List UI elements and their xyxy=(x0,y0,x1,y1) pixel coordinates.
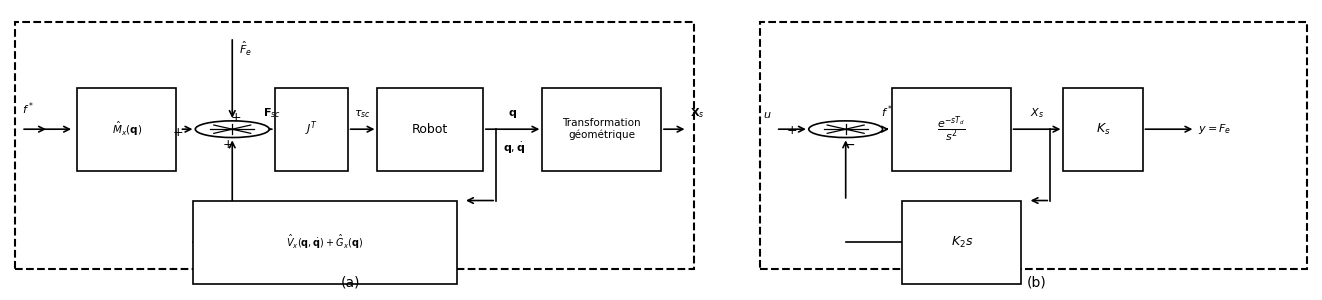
Text: $\mathbf{F}_{sc}$: $\mathbf{F}_{sc}$ xyxy=(263,106,282,120)
Bar xyxy=(1063,88,1142,171)
Text: $K_s$: $K_s$ xyxy=(1096,122,1110,137)
Bar xyxy=(377,88,483,171)
Bar xyxy=(903,200,1021,284)
Text: $\mathbf{q},\dot{\mathbf{q}}$: $\mathbf{q},\dot{\mathbf{q}}$ xyxy=(502,141,525,156)
Text: $\tau_{sc}$: $\tau_{sc}$ xyxy=(354,109,371,120)
Text: (a): (a) xyxy=(341,276,361,290)
Text: $\hat{M}_x(\mathbf{q})$: $\hat{M}_x(\mathbf{q})$ xyxy=(111,120,141,138)
Text: $K_2s$: $K_2s$ xyxy=(951,235,973,250)
Text: $X_s$: $X_s$ xyxy=(1030,106,1044,120)
Text: $\dfrac{e^{-sT_d}}{s^2}$: $\dfrac{e^{-sT_d}}{s^2}$ xyxy=(937,114,965,144)
Text: +: + xyxy=(231,111,242,124)
Circle shape xyxy=(809,121,883,137)
Circle shape xyxy=(196,121,270,137)
Text: −: − xyxy=(843,138,855,152)
Text: $u$: $u$ xyxy=(763,110,772,120)
Bar xyxy=(193,200,456,284)
Bar xyxy=(760,22,1307,269)
Text: +: + xyxy=(787,124,797,137)
Text: Robot: Robot xyxy=(412,123,448,136)
Text: $\mathbf{X}_s$: $\mathbf{X}_s$ xyxy=(690,106,705,120)
Bar xyxy=(77,88,176,171)
Bar xyxy=(15,22,694,269)
Text: $\hat{F}_e$: $\hat{F}_e$ xyxy=(239,40,251,58)
Text: Transformation
géométrique: Transformation géométrique xyxy=(562,118,641,140)
Text: $\hat{V}_x(\mathbf{q},\dot{\mathbf{q}})+\hat{G}_x(\mathbf{q})$: $\hat{V}_x(\mathbf{q},\dot{\mathbf{q}})+… xyxy=(286,233,364,251)
Text: $\mathbf{q}$: $\mathbf{q}$ xyxy=(508,108,517,120)
Bar xyxy=(542,88,661,171)
Bar xyxy=(892,88,1010,171)
Text: +: + xyxy=(173,126,184,139)
Text: (b): (b) xyxy=(1027,276,1047,290)
Text: $f^*$: $f^*$ xyxy=(882,104,894,120)
Text: $f^*$: $f^*$ xyxy=(22,101,33,117)
Text: +: + xyxy=(223,138,234,152)
Bar xyxy=(275,88,348,171)
Text: $y=F_e$: $y=F_e$ xyxy=(1198,122,1231,136)
Text: $J^T$: $J^T$ xyxy=(305,120,319,139)
